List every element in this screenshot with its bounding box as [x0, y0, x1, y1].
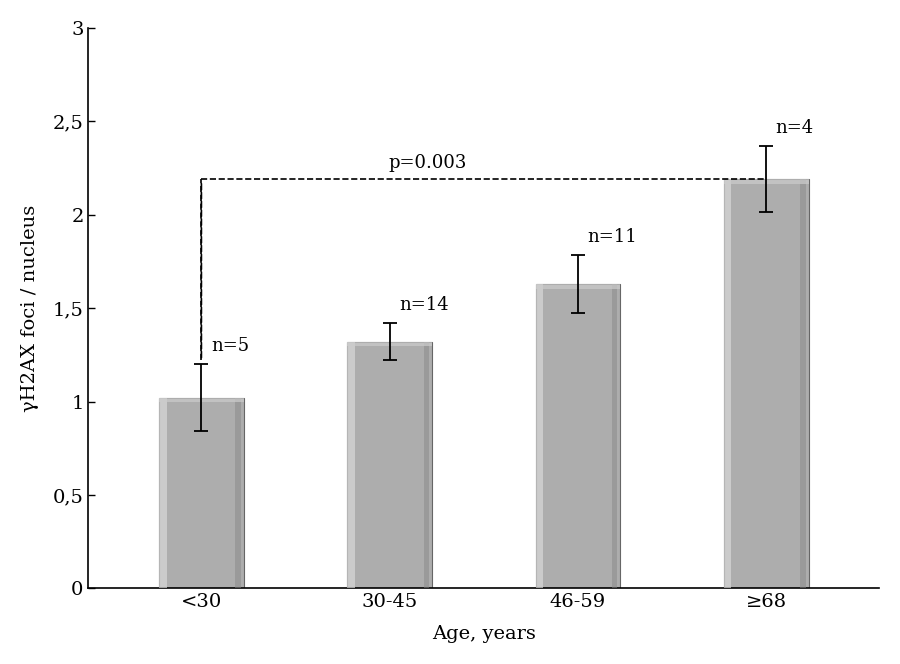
Bar [536, 284, 620, 588]
Bar [159, 398, 166, 588]
Bar [235, 398, 241, 588]
Text: n=5: n=5 [211, 337, 249, 355]
Text: n=4: n=4 [776, 119, 814, 137]
Text: n=14: n=14 [399, 295, 449, 313]
Bar [347, 342, 432, 588]
Bar [347, 342, 355, 588]
Text: n=11: n=11 [588, 228, 637, 246]
Y-axis label: γH2AX foci / nucleus: γH2AX foci / nucleus [21, 205, 39, 412]
Bar [347, 342, 432, 347]
Text: p=0.003: p=0.003 [388, 154, 466, 172]
Bar [536, 284, 543, 588]
Bar [724, 179, 808, 184]
Bar [800, 179, 806, 588]
Bar [724, 179, 808, 588]
X-axis label: Age, years: Age, years [432, 625, 536, 643]
Bar [724, 179, 732, 588]
Bar [159, 398, 244, 588]
Bar [424, 342, 429, 588]
Bar [536, 284, 620, 288]
Bar [159, 398, 244, 402]
Bar [612, 284, 617, 588]
